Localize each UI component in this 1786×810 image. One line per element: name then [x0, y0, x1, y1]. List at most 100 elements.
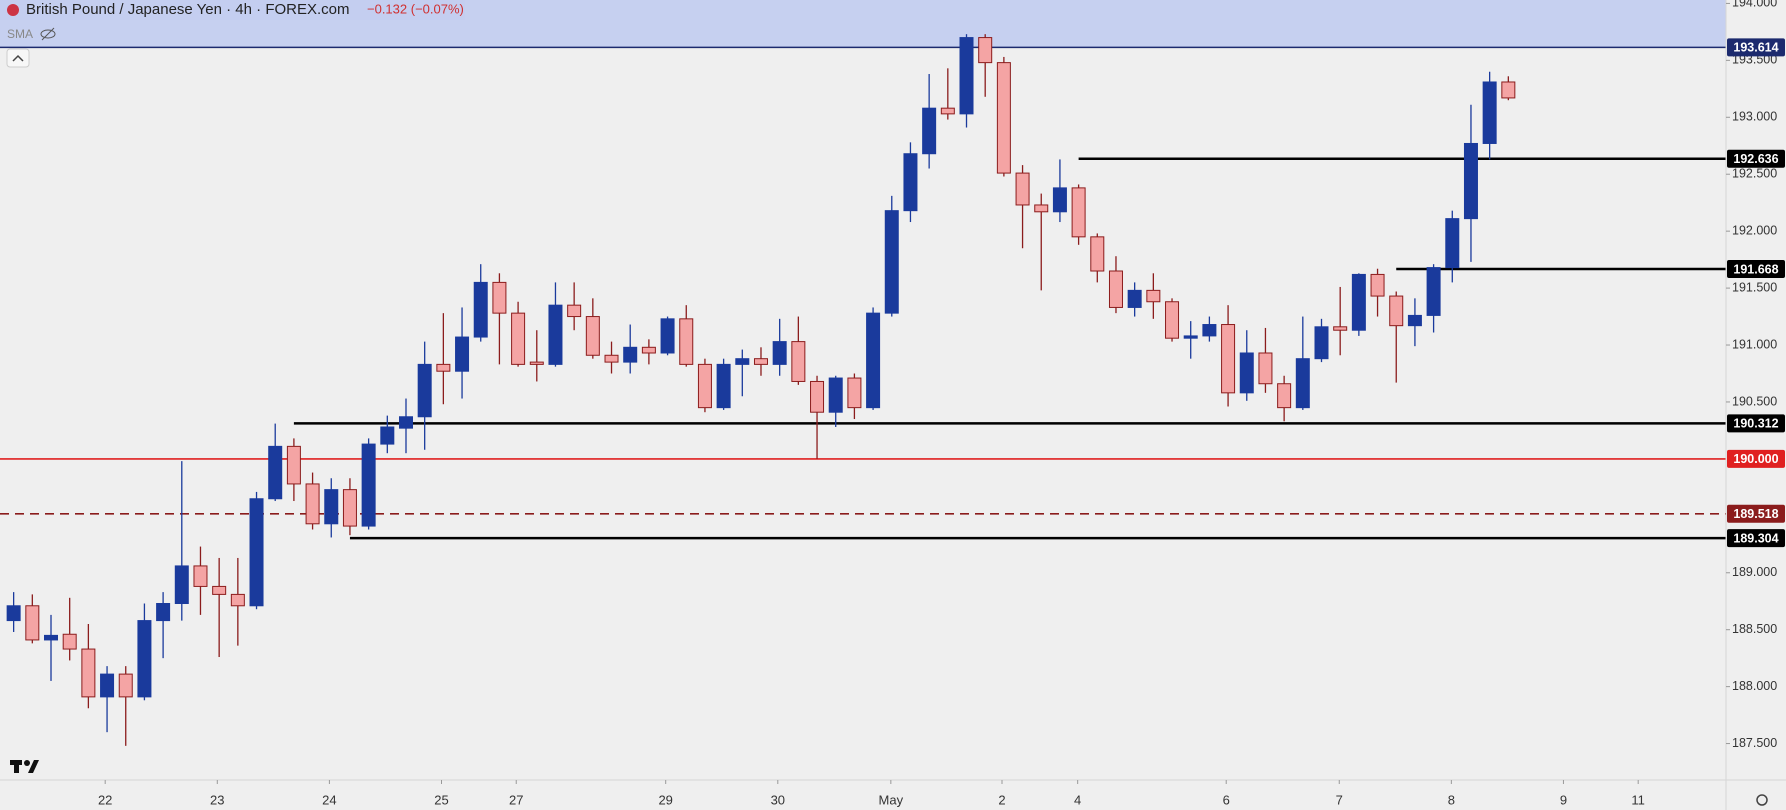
y-tick-label: 190.500: [1732, 394, 1777, 408]
y-tick-label: 191.000: [1732, 337, 1777, 351]
plot-area: [0, 0, 1726, 746]
candle-body: [1183, 335, 1198, 339]
candle-body: [1463, 142, 1478, 220]
candle-body: [1389, 295, 1404, 327]
candle-body: [604, 354, 619, 363]
x-tick-label: 30: [771, 792, 785, 807]
candle-body: [361, 443, 376, 527]
candle-body: [1258, 352, 1273, 385]
visibility-icon[interactable]: [40, 27, 56, 41]
candle-body: [1445, 218, 1460, 269]
candle-body: [1501, 81, 1516, 99]
candle-body: [1015, 172, 1030, 206]
candle-body: [455, 336, 470, 372]
candle-body: [230, 593, 245, 607]
candle-body: [1295, 358, 1310, 409]
x-tick-label: 24: [322, 792, 336, 807]
level-label-bg: [1727, 149, 1785, 168]
settings-icon[interactable]: [1756, 794, 1768, 806]
candle-body: [286, 445, 301, 485]
level-label-bg: [1727, 529, 1785, 548]
candle-body: [585, 316, 600, 356]
candle-body: [1426, 267, 1441, 316]
candle-body: [324, 489, 339, 525]
symbol-icon[interactable]: [7, 4, 19, 16]
candle-body: [511, 312, 526, 365]
candle-body: [1090, 236, 1105, 272]
candle-body: [735, 358, 750, 365]
candle-body: [1221, 324, 1236, 394]
level-label-bg: [1727, 414, 1785, 433]
candle-body: [922, 107, 937, 155]
level-label: 191.668: [1733, 262, 1778, 276]
candle-body: [1277, 383, 1292, 409]
candle-body: [174, 565, 189, 605]
candle-body: [1165, 301, 1180, 339]
candle-body: [156, 603, 171, 622]
candle-body: [884, 210, 899, 314]
collapse-icon: [12, 54, 24, 62]
level-label-bg: [1727, 504, 1785, 523]
x-tick-label: May: [879, 792, 904, 807]
candle-body: [940, 107, 955, 115]
candle-body: [1108, 270, 1123, 308]
candle-body: [436, 363, 451, 372]
y-tick-label: 193.000: [1732, 110, 1777, 124]
logo[interactable]: [10, 760, 39, 773]
candle-body: [529, 361, 544, 365]
indicator-label[interactable]: SMA: [7, 27, 33, 41]
symbol-title[interactable]: British Pound / Japanese Yen · 4h · FORE…: [26, 1, 350, 18]
candle-body: [697, 363, 712, 409]
candle-body: [1370, 273, 1385, 297]
collapse-button[interactable]: [6, 48, 30, 68]
x-tick-label: 8: [1448, 792, 1455, 807]
candle-body: [492, 281, 507, 314]
candle-body: [44, 634, 59, 641]
y-tick-label: 194.000: [1732, 0, 1777, 10]
candle-body: [978, 37, 993, 64]
x-tick-label: 4: [1074, 792, 1081, 807]
x-tick-label: 23: [210, 792, 224, 807]
candle-body: [137, 620, 152, 698]
header-bg: [0, 0, 465, 20]
level-label: 190.312: [1733, 417, 1778, 431]
level-label: 189.304: [1733, 531, 1778, 545]
level-label-bg: [1727, 449, 1785, 468]
candle-body: [791, 341, 806, 382]
candle-body: [903, 153, 918, 212]
candle-body: [716, 363, 731, 409]
y-tick-label: 191.500: [1732, 280, 1777, 294]
candle-body: [772, 341, 787, 365]
x-tick-label: 22: [98, 792, 112, 807]
candle-body: [380, 426, 395, 445]
candle-body: [623, 346, 638, 363]
y-tick-label: 188.000: [1732, 679, 1777, 693]
x-tick-label: 25: [434, 792, 448, 807]
y-tick-label: 188.500: [1732, 622, 1777, 636]
level-label: 192.636: [1733, 152, 1778, 166]
candle-body: [212, 585, 227, 595]
y-tick-label: 192.500: [1732, 167, 1777, 181]
level-label-bg: [1727, 259, 1785, 278]
candle-body: [548, 304, 563, 365]
candle-body: [641, 346, 656, 354]
x-tick-label: 9: [1560, 792, 1567, 807]
candle-body: [193, 565, 208, 587]
candle-body: [100, 673, 115, 698]
candle-body: [660, 318, 675, 354]
candle-body: [1333, 326, 1348, 331]
y-tick-label: 189.000: [1732, 565, 1777, 579]
candle-body: [398, 416, 413, 429]
candle-body: [1482, 81, 1497, 144]
x-tick-label: 29: [658, 792, 672, 807]
level-label: 190.000: [1733, 452, 1778, 466]
candle-body: [847, 377, 862, 409]
y-tick-label: 187.500: [1732, 736, 1777, 750]
candle-body: [679, 318, 694, 365]
candle-body: [1146, 289, 1161, 303]
candle-body: [473, 281, 488, 338]
level-label: 193.614: [1733, 41, 1778, 55]
candle-body: [866, 312, 881, 409]
candle-body: [1052, 187, 1067, 213]
